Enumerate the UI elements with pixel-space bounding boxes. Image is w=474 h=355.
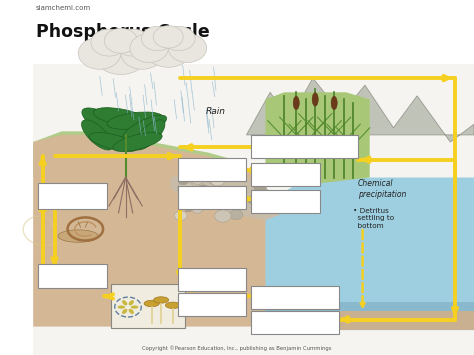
FancyBboxPatch shape — [178, 186, 246, 209]
Polygon shape — [171, 167, 284, 220]
Circle shape — [121, 37, 164, 69]
Circle shape — [145, 32, 191, 67]
Ellipse shape — [118, 305, 125, 308]
Circle shape — [183, 188, 194, 197]
FancyBboxPatch shape — [251, 190, 320, 213]
Ellipse shape — [144, 300, 159, 307]
Ellipse shape — [128, 300, 134, 305]
Circle shape — [153, 26, 183, 48]
Ellipse shape — [134, 120, 165, 150]
Bar — [33, 0, 474, 64]
Polygon shape — [246, 78, 474, 142]
Circle shape — [115, 29, 151, 56]
Ellipse shape — [131, 305, 138, 308]
Ellipse shape — [312, 93, 319, 106]
Circle shape — [174, 211, 187, 220]
FancyBboxPatch shape — [178, 158, 246, 181]
Ellipse shape — [154, 297, 169, 303]
Circle shape — [184, 206, 192, 212]
Circle shape — [229, 210, 243, 220]
Circle shape — [188, 201, 199, 209]
Bar — [265, 311, 474, 330]
FancyBboxPatch shape — [251, 135, 358, 158]
FancyBboxPatch shape — [111, 284, 185, 328]
Ellipse shape — [82, 108, 131, 141]
Circle shape — [168, 34, 207, 62]
Ellipse shape — [331, 96, 337, 110]
Circle shape — [253, 202, 261, 208]
Ellipse shape — [293, 96, 300, 110]
Polygon shape — [33, 131, 246, 178]
Circle shape — [255, 188, 269, 198]
Circle shape — [130, 34, 168, 62]
Text: siamchemi.com: siamchemi.com — [36, 5, 91, 11]
FancyBboxPatch shape — [251, 286, 339, 309]
Text: Phosphorus Cycle: Phosphorus Cycle — [36, 23, 210, 41]
Circle shape — [190, 173, 205, 184]
Circle shape — [215, 210, 231, 222]
Ellipse shape — [165, 302, 181, 308]
Ellipse shape — [122, 300, 128, 305]
Circle shape — [177, 182, 194, 195]
Ellipse shape — [113, 132, 162, 152]
FancyBboxPatch shape — [178, 293, 246, 316]
Circle shape — [95, 36, 147, 75]
FancyBboxPatch shape — [178, 268, 246, 291]
FancyBboxPatch shape — [251, 311, 339, 334]
Ellipse shape — [128, 309, 134, 314]
Ellipse shape — [82, 120, 113, 150]
Circle shape — [141, 26, 174, 51]
FancyBboxPatch shape — [251, 163, 320, 186]
Circle shape — [91, 29, 127, 56]
Circle shape — [104, 28, 137, 53]
Ellipse shape — [122, 309, 128, 314]
Polygon shape — [33, 135, 284, 327]
Circle shape — [209, 174, 223, 185]
Ellipse shape — [123, 115, 166, 141]
Circle shape — [78, 37, 121, 69]
Circle shape — [192, 206, 202, 213]
Circle shape — [247, 196, 256, 203]
Circle shape — [210, 175, 225, 186]
Ellipse shape — [89, 132, 138, 152]
Circle shape — [178, 177, 188, 185]
Ellipse shape — [93, 108, 148, 127]
Text: Rain: Rain — [206, 107, 226, 116]
Text: • Detritus
  settling to
  bottom: • Detritus settling to bottom — [353, 208, 394, 229]
Text: Chemical
precipitation: Chemical precipitation — [358, 179, 406, 200]
Circle shape — [232, 196, 241, 202]
FancyBboxPatch shape — [38, 183, 107, 209]
FancyBboxPatch shape — [38, 264, 107, 288]
Ellipse shape — [107, 112, 163, 129]
Polygon shape — [265, 178, 474, 330]
Bar — [265, 302, 474, 330]
Bar — [0, 0, 33, 355]
Polygon shape — [265, 92, 370, 185]
Ellipse shape — [58, 230, 99, 242]
Circle shape — [254, 182, 266, 192]
Circle shape — [196, 185, 210, 195]
Text: Copyright ©Pearson Education, Inc., publishing as Benjamin Cummings: Copyright ©Pearson Education, Inc., publ… — [142, 345, 332, 351]
Circle shape — [163, 26, 195, 51]
